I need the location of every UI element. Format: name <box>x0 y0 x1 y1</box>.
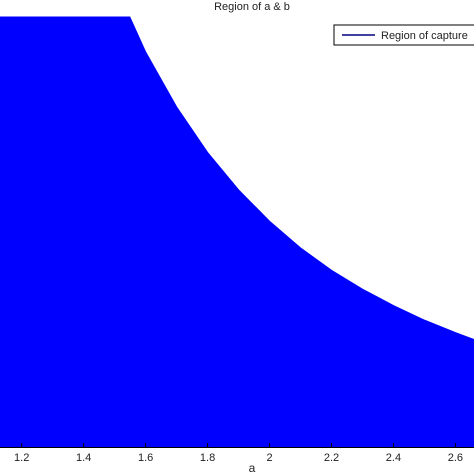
x-tick-label: 1.4 <box>76 452 91 464</box>
chart-title: Region of a & b <box>214 1 290 13</box>
x-tick-label: 2.6 <box>448 452 463 464</box>
x-tick-label: 2.4 <box>386 452 401 464</box>
x-tick-label: 1.2 <box>14 452 29 464</box>
x-tick-label: 1.8 <box>200 452 215 464</box>
x-tick-label: 2 <box>266 452 272 464</box>
x-tick-label: 2.2 <box>324 452 339 464</box>
x-axis-label: a <box>249 461 256 474</box>
legend-entry-region-of-capture: Region of capture <box>381 30 468 42</box>
legend-box <box>333 24 474 46</box>
x-axis: 1.2 1.4 1.6 1.8 2 2.2 2.4 2.6 <box>0 443 474 464</box>
legend: Region of capture <box>333 24 474 46</box>
x-tick-label: 1.6 <box>138 452 153 464</box>
